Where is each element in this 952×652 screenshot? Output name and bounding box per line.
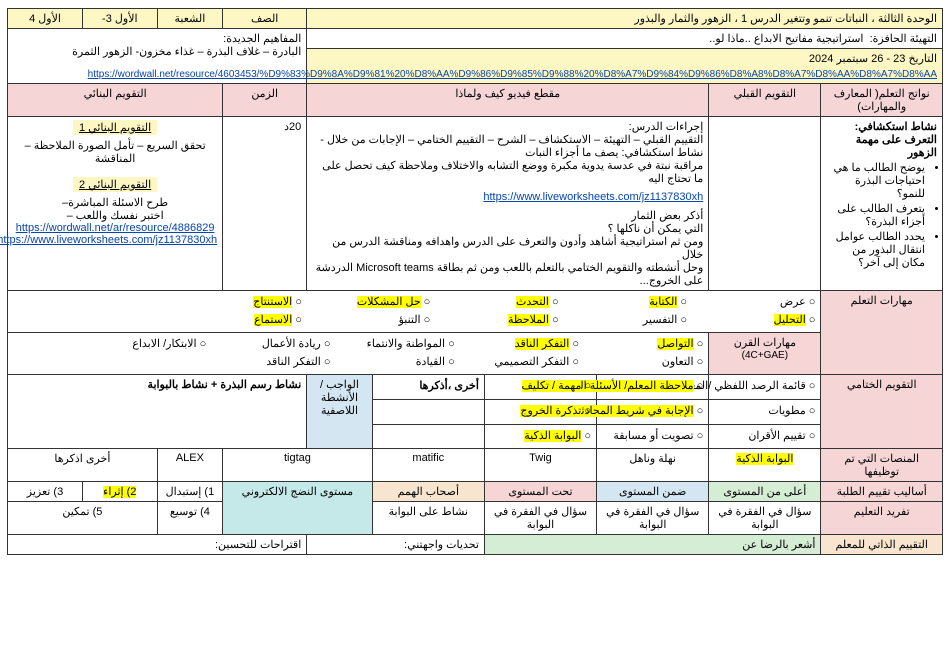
- assess-sub2: 2) إثراء: [83, 482, 158, 502]
- century-skills-row: التواصلالتفكر الناقدالمواطنة والانتماءري…: [9, 333, 710, 375]
- assess-within: ضمن المستوى: [598, 482, 710, 502]
- learning-skills-label: مهارات التعلم: [822, 291, 944, 375]
- final-r2c4: [373, 399, 485, 424]
- preassess-cell: [710, 117, 822, 291]
- lesson-plan-table: الوحدة الثالثة ، النباتات تنمو وتتغير ال…: [8, 8, 944, 555]
- col-outcomes: نواتج التعلم( المعارف والمهارات): [822, 84, 944, 117]
- unit-title: الوحدة الثالثة ، النباتات تنمو وتتغير ال…: [308, 9, 944, 29]
- platform-1: البوابة الذكية: [710, 449, 822, 482]
- assess-above: أعلى من المستوى: [710, 482, 822, 502]
- col-formative: التقويم البنائي: [9, 84, 224, 117]
- col-time: الزمن: [224, 84, 308, 117]
- time-cell: 20د: [224, 117, 308, 291]
- final-r2c1: مطويات: [710, 399, 822, 424]
- homework-label: الواجب / الأنشطة اللاصفية: [308, 375, 373, 449]
- final-r3c2: تصويت أو مسابقة: [598, 424, 710, 449]
- final-r1c1: قائمة الرصد اللفظي /المعرفي: [710, 375, 822, 400]
- century-label: مهارات القرن(4C+GAE): [710, 333, 822, 375]
- final-r3c1: تقييم الأقران: [710, 424, 822, 449]
- self-eval-label: التقييم الذاتي للمعلم: [822, 535, 944, 555]
- col-preassess: التقويم القبلي: [710, 84, 822, 117]
- final-assess-label: التقويم الختامي: [822, 375, 944, 449]
- digital-level: مستوى النضج الالكتروني: [224, 482, 374, 535]
- final-r3c4: [373, 424, 485, 449]
- diff-3: سؤال في الفقرة في البوابة: [485, 502, 597, 535]
- final-r3c3: البوابة الذكية: [485, 424, 597, 449]
- final-r2c2: الإجابة في شريط المحادثة: [598, 399, 710, 424]
- self-challenges: تحديات واجهتني:: [308, 535, 486, 555]
- assess-below: تحت المستوى: [485, 482, 597, 502]
- diff-5: 4) توسيع: [158, 502, 223, 535]
- platform-7: أخرى اذكرها: [9, 449, 159, 482]
- lesson-procedures: إجراءات الدرس: التقييم القبلي – التهيئة …: [308, 117, 710, 291]
- period1: الأول 3-: [83, 9, 158, 29]
- final-r1c3: مهمة / تكليف: [485, 375, 597, 400]
- date-row: التاريخ 23 - 26 سبتمبر 2024 https://word…: [308, 49, 944, 84]
- platform-3: Twig: [485, 449, 597, 482]
- col-video: مقطع فيديو كيف ولماذا: [308, 84, 710, 117]
- platform-2: نهلة وناهل: [598, 449, 710, 482]
- assess-special: أصحاب الهمم: [373, 482, 485, 502]
- assess-methods-label: أساليب تقييم الطلبة: [822, 482, 944, 502]
- platform-4: matific: [373, 449, 485, 482]
- period2: الأول 4: [9, 9, 84, 29]
- final-r1c4: أخرى ،أذكرها: [373, 375, 485, 400]
- self-satisfied: أشعر بالرضا عن: [485, 535, 822, 555]
- learning-skills-row: عرضالكتابةالتحدثحل المشكلاتالاستنتاجالتح…: [9, 291, 822, 333]
- diff-1: سؤال في الفقرة في البوابة: [710, 502, 822, 535]
- liveworksheet-link2[interactable]: https://www.liveworksheets.com/jz1137830…: [0, 234, 218, 246]
- final-r2c3: تذكرة الخروج: [485, 399, 597, 424]
- platform-6: ALEX: [158, 449, 223, 482]
- differentiation-label: تفريد التعليم: [822, 502, 944, 535]
- self-suggestions: اقتراحات للتحسين:: [9, 535, 308, 555]
- outcomes-cell: نشاط استكشافي: التعرف على مهمة الزهور يو…: [822, 117, 944, 291]
- diff-6: 5) تمكين: [9, 502, 159, 535]
- worksheet-link[interactable]: https://www.liveworksheets.com/jz1137830…: [484, 191, 704, 203]
- stimulation-row: التهيئة الحافزة: استراتيجية مفاتيح الابد…: [308, 29, 944, 49]
- platforms-label: المنصات التي تم توظيفها: [822, 449, 944, 482]
- platform-5: tigtag: [224, 449, 374, 482]
- assess-sub3: 3) تعزيز: [9, 482, 84, 502]
- class-label: الصف: [224, 9, 308, 29]
- section-label: الشعبة: [158, 9, 223, 29]
- formative-cell: التقويم البنائي 1 تحقق السريع – تأمل الص…: [9, 117, 224, 291]
- homework-content: نشاط رسم البذرة + نشاط بالبوابة: [9, 375, 308, 449]
- header-link[interactable]: https://wordwall.net/resource/4603453/%D…: [89, 69, 938, 80]
- wordwall-link[interactable]: https://wordwall.net/ar/resource/4886829: [17, 222, 216, 234]
- assess-sub1: 1) إستبدال: [158, 482, 223, 502]
- diff-4: نشاط على البوابة: [373, 502, 485, 535]
- diff-2: سؤال في الفقرة في البوابة: [598, 502, 710, 535]
